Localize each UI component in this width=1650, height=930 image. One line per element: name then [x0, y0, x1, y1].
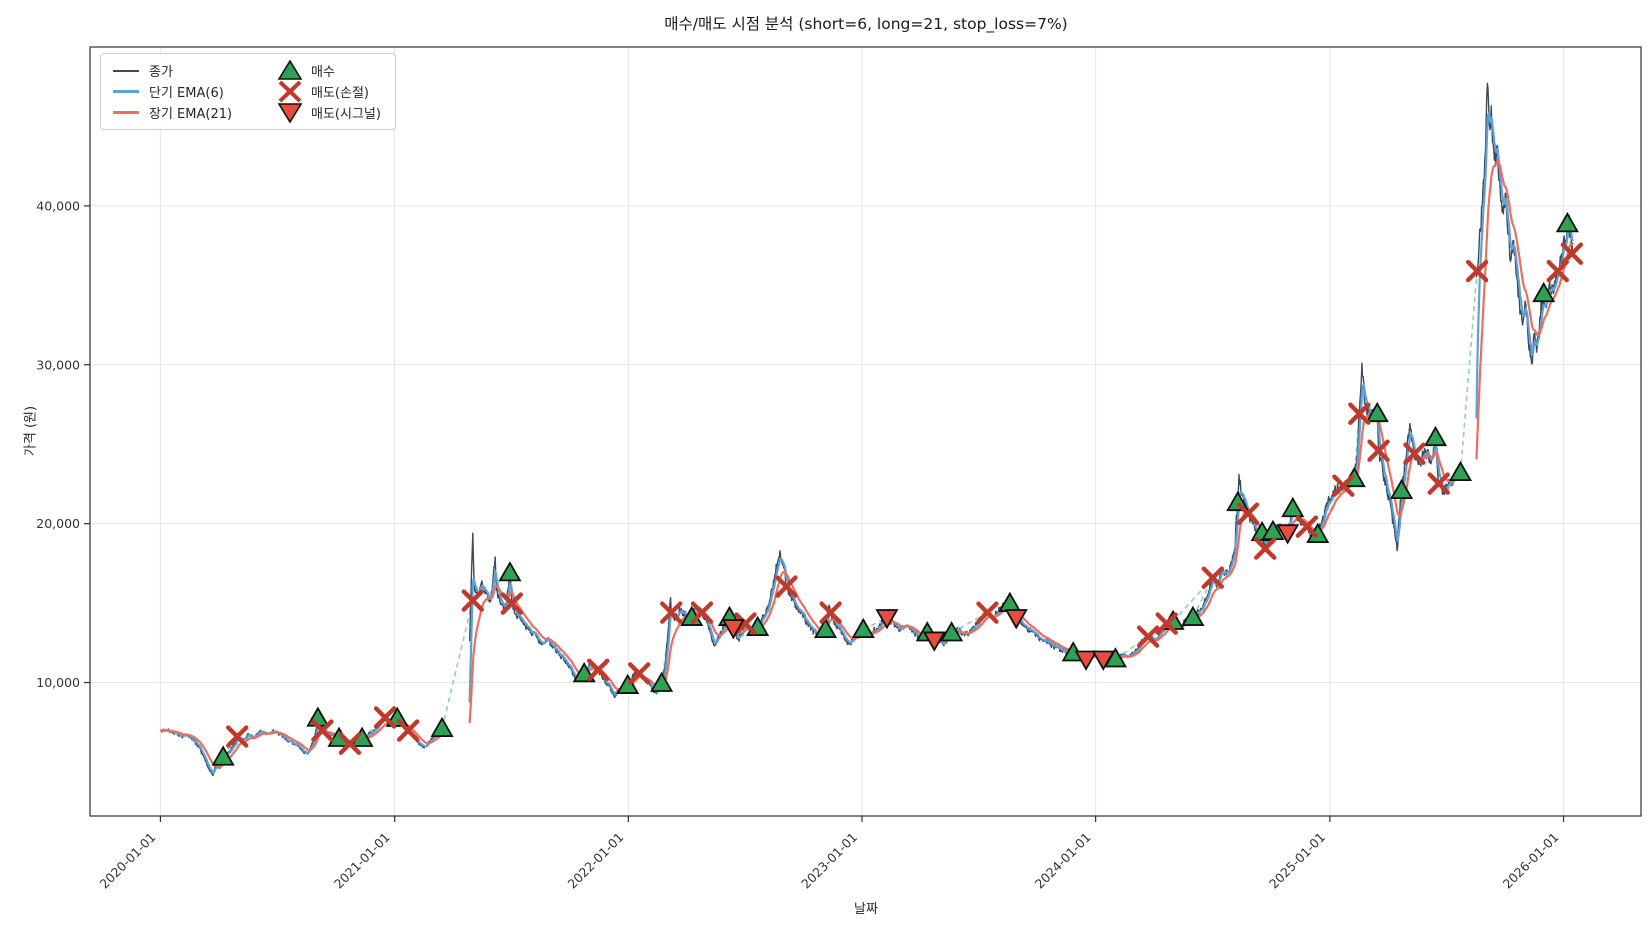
legend-label: 종가 — [149, 65, 173, 80]
sell-stop-marker — [226, 725, 249, 748]
sell-stop-marker — [311, 719, 334, 742]
sell-stop-marker — [1367, 439, 1390, 462]
sell-stop-marker — [1136, 625, 1160, 648]
ema-short-line-swatch — [113, 90, 139, 93]
sell-stop-x-icon — [278, 80, 302, 103]
buy-marker — [650, 671, 674, 692]
chart-title: 매수/매도 시점 분석 (short=6, long=21, stop_loss… — [664, 15, 1068, 33]
sell-signal-marker — [875, 609, 899, 630]
buy-marker — [1532, 281, 1556, 303]
sell-stop-marker — [587, 658, 610, 682]
buy-marker — [940, 621, 964, 642]
sell-stop-marker — [373, 706, 397, 729]
legend-label: 단기 EMA(6) — [149, 86, 224, 101]
buy-marker — [851, 617, 875, 639]
legend-markers-column: 매수 매도(손절) 매도(시그널) — [277, 59, 381, 124]
sell-stop-marker — [1427, 472, 1450, 495]
legend-item-sell-signal: 매도(시그널) — [277, 102, 381, 124]
sell-stop-marker — [1546, 259, 1569, 283]
buy-marker — [1181, 605, 1205, 626]
sell-stop-markers — [226, 242, 1584, 755]
sell-stop-marker — [819, 601, 842, 624]
legend-label: 장기 EMA(21) — [149, 107, 233, 122]
x-tick-label: 2021-01-01 — [331, 830, 393, 892]
sell-stop-marker — [660, 601, 683, 624]
sell-stop-marker — [1236, 502, 1260, 525]
buy-marker — [430, 716, 454, 738]
x-tick-label: 2023-01-01 — [798, 830, 860, 892]
sell-stop-marker — [461, 589, 484, 612]
sell-stop-marker — [500, 592, 524, 615]
buy-marker — [1555, 212, 1579, 233]
ema-long-line — [160, 159, 1574, 768]
legend: 종가 단기 EMA(6) 장기 EMA(21) 매수 — [100, 53, 396, 130]
sell-stop-marker — [1254, 537, 1277, 560]
sell-signal-marker — [922, 631, 946, 652]
y-axis-label: 가격 (원) — [23, 405, 39, 457]
legend-label: 매도(시그널) — [311, 107, 381, 122]
legend-item-ema-short: 단기 EMA(6) — [109, 81, 269, 102]
sell-stop-marker — [1332, 474, 1355, 497]
buy-marker — [1448, 460, 1473, 482]
gridlines — [90, 47, 1641, 816]
buy-triangle-icon — [277, 59, 303, 80]
y-tick-label: 10,000 — [36, 675, 80, 690]
buy-marker — [1365, 401, 1389, 423]
x-tick-label: 2024-01-01 — [1032, 830, 1094, 892]
ema-long-line-swatch — [113, 111, 139, 114]
buy-markers — [211, 212, 1579, 766]
y-tick-label: 20,000 — [36, 516, 80, 531]
buy-marker — [1281, 496, 1305, 518]
sell-signal-marker — [1091, 650, 1115, 671]
legend-lines-column: 종가 단기 EMA(6) 장기 EMA(21) — [109, 60, 269, 123]
sell-stop-marker — [1295, 515, 1319, 538]
y-tick-label: 40,000 — [36, 198, 80, 213]
legend-item-buy: 매수 — [277, 59, 381, 81]
sell-stop-marker — [690, 601, 714, 624]
sell-stop-marker — [775, 575, 798, 598]
sell-signal-markers — [721, 524, 1300, 671]
sell-stop-marker — [1201, 566, 1224, 589]
hold-connectors — [222, 223, 1573, 758]
buy-marker — [1390, 478, 1414, 500]
close-line-swatch — [113, 69, 139, 72]
x-axis-label: 날짜 — [854, 902, 878, 917]
sell-stop-marker — [1465, 259, 1489, 283]
sell-stop-marker — [1403, 442, 1426, 465]
close-price-line — [159, 82, 1574, 777]
sell-stop-marker — [338, 732, 362, 755]
sell-stop-marker — [734, 612, 757, 635]
sell-signal-marker — [1276, 524, 1300, 545]
buy-marker — [998, 591, 1022, 612]
x-tick-label: 2025-01-01 — [1266, 830, 1328, 892]
legend-item-close: 종가 — [109, 60, 269, 81]
buy-marker — [813, 617, 838, 639]
sell-stop-marker — [628, 662, 651, 685]
sell-stop-marker — [1155, 612, 1178, 635]
axes: 10,000 20,000 30,000 40,000 2020-01-01 2021-0… — [36, 46, 1642, 892]
sell-signal-triangle-icon — [277, 103, 303, 124]
legend-label: 매수 — [311, 65, 335, 80]
sell-stop-marker — [976, 601, 999, 624]
x-tick-label: 2022-01-01 — [564, 830, 626, 892]
x-tick-label: 2020-01-01 — [97, 830, 159, 892]
sell-stop-marker — [1348, 402, 1371, 425]
x-tick-label: 2026-01-01 — [1500, 830, 1562, 892]
buy-marker — [498, 561, 522, 582]
y-tick-label: 30,000 — [36, 357, 80, 372]
sell-signal-marker — [1074, 650, 1098, 671]
sell-stop-marker — [396, 719, 420, 742]
buy-marker — [211, 745, 235, 766]
sell-signal-marker — [721, 619, 745, 640]
legend-item-ema-long: 장기 EMA(21) — [109, 102, 269, 123]
sell-signal-marker — [1004, 609, 1028, 630]
buy-marker — [616, 673, 640, 694]
legend-label: 매도(손절) — [311, 86, 369, 101]
legend-item-sell-stop: 매도(손절) — [277, 80, 381, 103]
buy-marker — [1423, 425, 1448, 447]
sell-stop-marker — [1560, 242, 1584, 265]
